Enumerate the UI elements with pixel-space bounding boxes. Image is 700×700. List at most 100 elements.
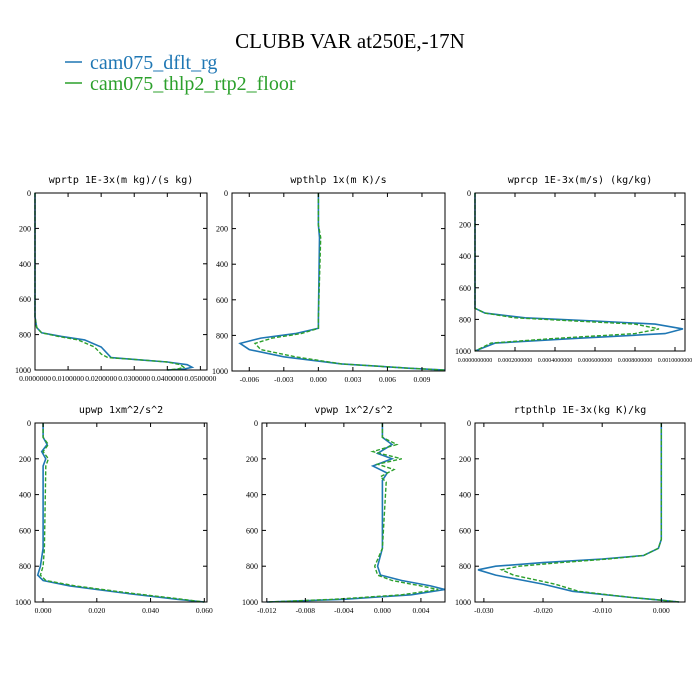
panel-4: vpwp 1x^2/s^2 -0.012 -0.008 -0.004 0.000 0.00… (242, 405, 446, 615)
x-tick-label: 0.0006000000 (578, 358, 613, 364)
x-tick-label: 0.000 (374, 606, 391, 615)
panel-0: wprtp 1E-3x(m kg)/(s kg) 0.0000000 0.01000… (15, 175, 217, 383)
y-tick-label: 0 (467, 189, 471, 198)
panels: wprtp 1E-3x(m kg)/(s kg)0.0000000 0.01000… (15, 175, 692, 615)
y-tick-label: 400 (459, 491, 471, 500)
x-tick-label: 0.0100000 (52, 374, 84, 383)
series-line-0 (266, 423, 446, 603)
x-tick-label: 0.0200000 (85, 374, 117, 383)
series-line-1 (499, 423, 680, 603)
y-tick-label: 600 (216, 296, 228, 305)
y-tick-label: 800 (216, 331, 228, 340)
plot-frame (474, 192, 686, 352)
y-tick-label: 1000 (242, 598, 258, 607)
panel-1: wpthlp 1x(m K)/s -0.006 -0.003 0.000 0.003 0.… (212, 175, 446, 384)
series-line-0 (34, 193, 195, 371)
y-tick-label: 200 (246, 455, 258, 464)
y-tick-label: 0 (27, 419, 31, 428)
x-tick-label: 0.0004000000 (538, 358, 573, 364)
x-tick-label: 0.006 (379, 375, 396, 384)
y-tick-label: 0 (254, 419, 258, 428)
series-line-1 (253, 193, 446, 371)
x-tick-label: -0.030 (474, 606, 494, 615)
x-tick-label: 0.0000000000 (458, 358, 493, 364)
panel-title: wprcp 1E-3x(m/s) (kg/kg) (508, 175, 653, 186)
plot-frame (261, 422, 446, 603)
x-tick-label: 0.000 (310, 375, 327, 384)
y-tick-label: 1000 (455, 598, 471, 607)
y-tick-label: 600 (459, 526, 471, 535)
plot-frame (34, 422, 208, 603)
x-tick-label: -0.008 (296, 606, 316, 615)
plot-frame (34, 192, 208, 371)
x-tick-label: -0.012 (257, 606, 277, 615)
x-tick-label: 0.0300000 (118, 374, 150, 383)
x-tick-label: 0.0008000000 (618, 358, 653, 364)
panel-title: wprtp 1E-3x(m kg)/(s kg) (49, 175, 194, 186)
y-tick-label: 600 (19, 526, 31, 535)
y-tick-label: 400 (19, 260, 31, 269)
y-tick-label: 800 (459, 562, 471, 571)
y-tick-label: 400 (216, 260, 228, 269)
panel-title: rtpthlp 1E-3x(kg K)/kg (514, 405, 646, 416)
y-tick-label: 600 (459, 284, 471, 293)
panel-title: upwp 1xm^2/s^2 (79, 405, 163, 416)
y-tick-label: 1000 (212, 367, 228, 376)
series-line-1 (34, 193, 186, 371)
y-tick-label: 1000 (15, 598, 31, 607)
x-tick-label: -0.004 (334, 606, 354, 615)
x-tick-label: -0.010 (592, 606, 612, 615)
y-tick-label: 800 (459, 315, 471, 324)
x-tick-label: 0.0000000 (19, 374, 51, 383)
y-tick-label: 800 (19, 562, 31, 571)
x-tick-label: 0.009 (414, 375, 431, 384)
panel-5: rtpthlp 1E-3x(kg K)/kg -0.030 -0.020 -0.010… (455, 405, 686, 615)
series-line-0 (238, 193, 446, 371)
x-tick-label: -0.003 (274, 375, 294, 384)
y-tick-label: 1000 (15, 366, 31, 375)
y-tick-label: 200 (459, 221, 471, 230)
series-line-0 (477, 423, 680, 603)
legend-label-1: cam075_thlp2_rtp2_floor (90, 73, 296, 95)
x-tick-label: 0.0010000000 (658, 358, 693, 364)
y-tick-label: 0 (27, 189, 31, 198)
panel-title: vpwp 1x^2/s^2 (314, 405, 392, 416)
y-tick-label: 1000 (455, 347, 471, 356)
x-tick-label: 0.0002000000 (498, 358, 533, 364)
y-tick-label: 400 (459, 252, 471, 261)
y-tick-label: 600 (246, 526, 258, 535)
x-tick-label: 0.003 (344, 375, 361, 384)
series-line-1 (39, 423, 205, 603)
x-tick-label: 0.0500000 (184, 374, 216, 383)
y-tick-label: 600 (19, 295, 31, 304)
y-tick-label: 200 (19, 224, 31, 233)
x-tick-label: 0.020 (88, 606, 105, 615)
plot-frame (474, 422, 686, 603)
x-tick-label: 0.000 (653, 606, 670, 615)
x-tick-label: 0.0400000 (151, 374, 183, 383)
panel-3: upwp 1xm^2/s^2 0.000 0.020 0.040 0.060 0 200 40… (15, 405, 213, 615)
y-tick-label: 800 (246, 562, 258, 571)
series-line-0 (36, 423, 205, 603)
x-tick-label: 0.060 (196, 606, 213, 615)
x-tick-label: 0.000 (35, 606, 52, 615)
figure-title: CLUBB VAR at250E,-17N (235, 29, 465, 53)
y-tick-label: 200 (216, 225, 228, 234)
x-tick-label: -0.006 (240, 375, 260, 384)
x-tick-label: -0.020 (533, 606, 553, 615)
series-line-1 (266, 423, 439, 603)
y-tick-label: 400 (19, 491, 31, 500)
y-tick-label: 0 (224, 189, 228, 198)
x-tick-label: 0.040 (142, 606, 159, 615)
plot-frame (231, 192, 446, 372)
legend-label-0: cam075_dflt_rg (90, 52, 217, 74)
panel-2: wprcp 1E-3x(m/s) (kg/kg) 0.0000000000 0.00… (455, 175, 692, 364)
y-tick-label: 800 (19, 331, 31, 340)
y-tick-label: 200 (19, 455, 31, 464)
x-tick-label: 0.004 (412, 606, 429, 615)
series-line-1 (474, 193, 660, 352)
y-tick-label: 400 (246, 491, 258, 500)
panel-title: wpthlp 1x(m K)/s (290, 175, 386, 186)
y-tick-label: 200 (459, 455, 471, 464)
